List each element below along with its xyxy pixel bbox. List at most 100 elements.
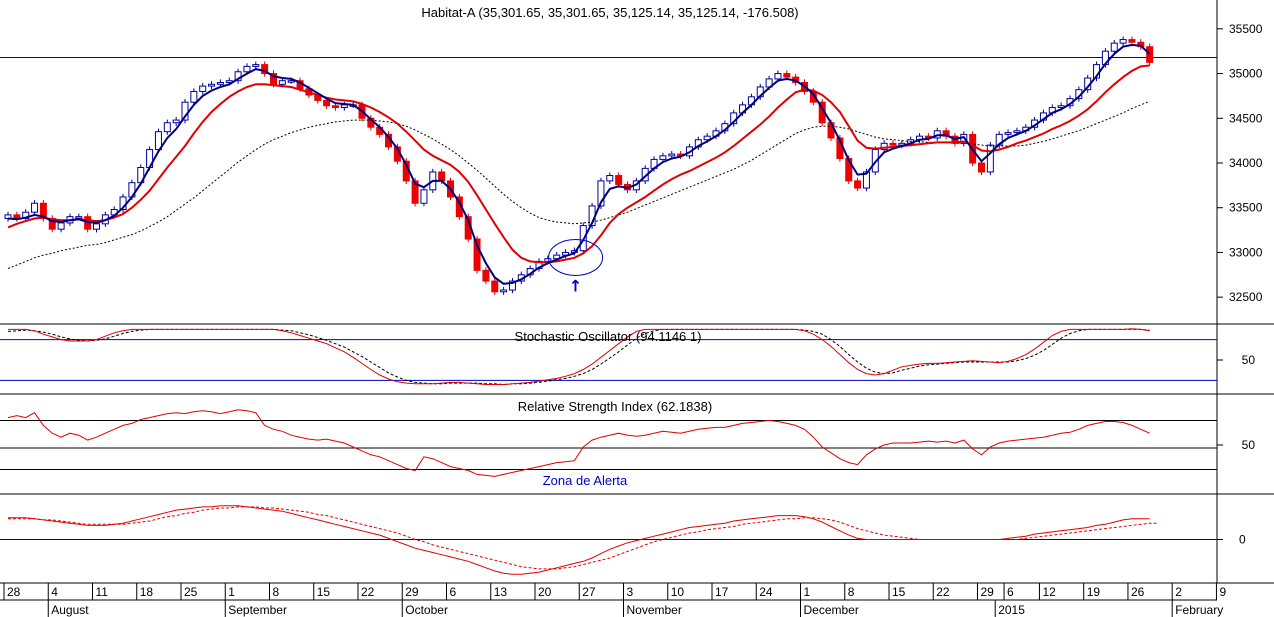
candle (473, 238, 481, 271)
candle (93, 223, 100, 230)
price-tick-label: 35500 (1229, 22, 1263, 36)
day-tick-label: 15 (317, 585, 331, 599)
price-panel: 32500 33000 33500 34000 34500 35000 35500 ↑ (0, 22, 1263, 304)
day-tick-label: 6 (450, 585, 457, 599)
day-tick-label: 25 (184, 585, 198, 599)
candle (854, 180, 862, 189)
candle (190, 90, 198, 103)
candle (31, 202, 39, 213)
candle (199, 85, 207, 92)
candle (491, 280, 499, 293)
candle (615, 175, 623, 185)
day-tick-label: 17 (715, 585, 729, 599)
day-tick-label: 3 (627, 585, 634, 599)
candle (668, 153, 676, 157)
day-tick-label: 9 (1219, 585, 1226, 599)
candle (57, 222, 65, 230)
candle (544, 258, 552, 262)
candle (986, 144, 994, 173)
day-tick-label: 22 (361, 585, 375, 599)
fast-average-line (7, 43, 1151, 285)
candle (163, 122, 171, 133)
candle (1146, 46, 1154, 63)
price-tick-label: 32500 (1229, 290, 1263, 304)
candle (331, 105, 339, 109)
candle (208, 83, 216, 87)
macd-tick-label: 0 (1239, 533, 1246, 547)
macd-line (8, 505, 1150, 575)
price-tick-label: 34500 (1229, 111, 1263, 125)
candle (1013, 130, 1021, 134)
rsi-annotation: Zona de Alerta (543, 473, 628, 488)
candle (323, 99, 331, 107)
candle (438, 171, 446, 182)
price-tick-label: 34000 (1229, 156, 1263, 170)
candle (606, 175, 614, 182)
day-tick-label: 1 (228, 585, 235, 599)
month-tick-label: October (405, 603, 448, 617)
month-tick-label: February (1175, 603, 1223, 617)
candle (411, 180, 419, 204)
macd-signal-line (8, 506, 1159, 570)
candle (978, 162, 985, 173)
candle (508, 280, 516, 291)
candle (1004, 132, 1012, 135)
candle (1119, 39, 1127, 44)
candle (889, 142, 897, 146)
day-tick-label: 8 (848, 585, 855, 599)
candle (500, 289, 508, 293)
day-tick-label: 12 (1042, 585, 1056, 599)
candle (774, 73, 782, 80)
candle (862, 171, 870, 189)
candle (1110, 42, 1118, 52)
candle (4, 214, 12, 219)
stochastic-k-line (8, 328, 1150, 385)
month-tick-label: 2015 (998, 603, 1025, 617)
day-tick-label: 22 (936, 585, 950, 599)
day-tick-label: 10 (671, 585, 685, 599)
candle (703, 135, 711, 141)
day-tick-label: 24 (759, 585, 773, 599)
month-tick-label: November (627, 603, 682, 617)
candle (880, 142, 888, 151)
candle (261, 64, 269, 75)
candle (783, 73, 791, 78)
month-tick-label: September (228, 603, 287, 617)
candle (278, 80, 286, 85)
rsi-tick-label: 50 (1242, 438, 1256, 452)
candle (420, 189, 428, 204)
day-tick-label: 27 (582, 585, 596, 599)
day-tick-label: 28 (7, 585, 21, 599)
rsi-title: Relative Strength Index (62.1838) (518, 399, 712, 414)
stochastic-title: Stochastic Oscillator (94.1146 1) (515, 329, 702, 344)
day-tick-label: 6 (1007, 585, 1014, 599)
price-tick-label: 33000 (1229, 245, 1263, 259)
highlight-circle (548, 238, 604, 276)
month-tick-label: December (804, 603, 859, 617)
stochastic-panel: 50 (0, 328, 1255, 386)
day-tick-label: 8 (273, 585, 280, 599)
candle (287, 80, 295, 83)
candle (216, 82, 224, 85)
day-tick-label: 26 (1131, 585, 1145, 599)
day-tick-label: 19 (1087, 585, 1101, 599)
candle (597, 180, 605, 207)
day-tick-label: 13 (494, 585, 508, 599)
day-tick-label: 29 (405, 585, 419, 599)
macd-panel: 0 (0, 505, 1246, 575)
candle (243, 65, 251, 73)
highlight-arrow: ↑ (569, 276, 582, 295)
day-tick-label: 1 (804, 585, 811, 599)
day-tick-label: 2 (1175, 585, 1182, 599)
rsi-line (7, 409, 1150, 477)
day-tick-label: 18 (140, 585, 154, 599)
candle (340, 104, 348, 109)
day-tick-label: 15 (892, 585, 906, 599)
day-tick-label: 11 (96, 585, 109, 599)
day-tick-label: 4 (51, 585, 58, 599)
chart-title: Habitat-A (35,301.65, 35,301.65, 35,125.… (421, 5, 798, 20)
mid-average-line (7, 64, 1150, 264)
candle (252, 64, 260, 67)
day-tick-label: 29 (981, 585, 995, 599)
